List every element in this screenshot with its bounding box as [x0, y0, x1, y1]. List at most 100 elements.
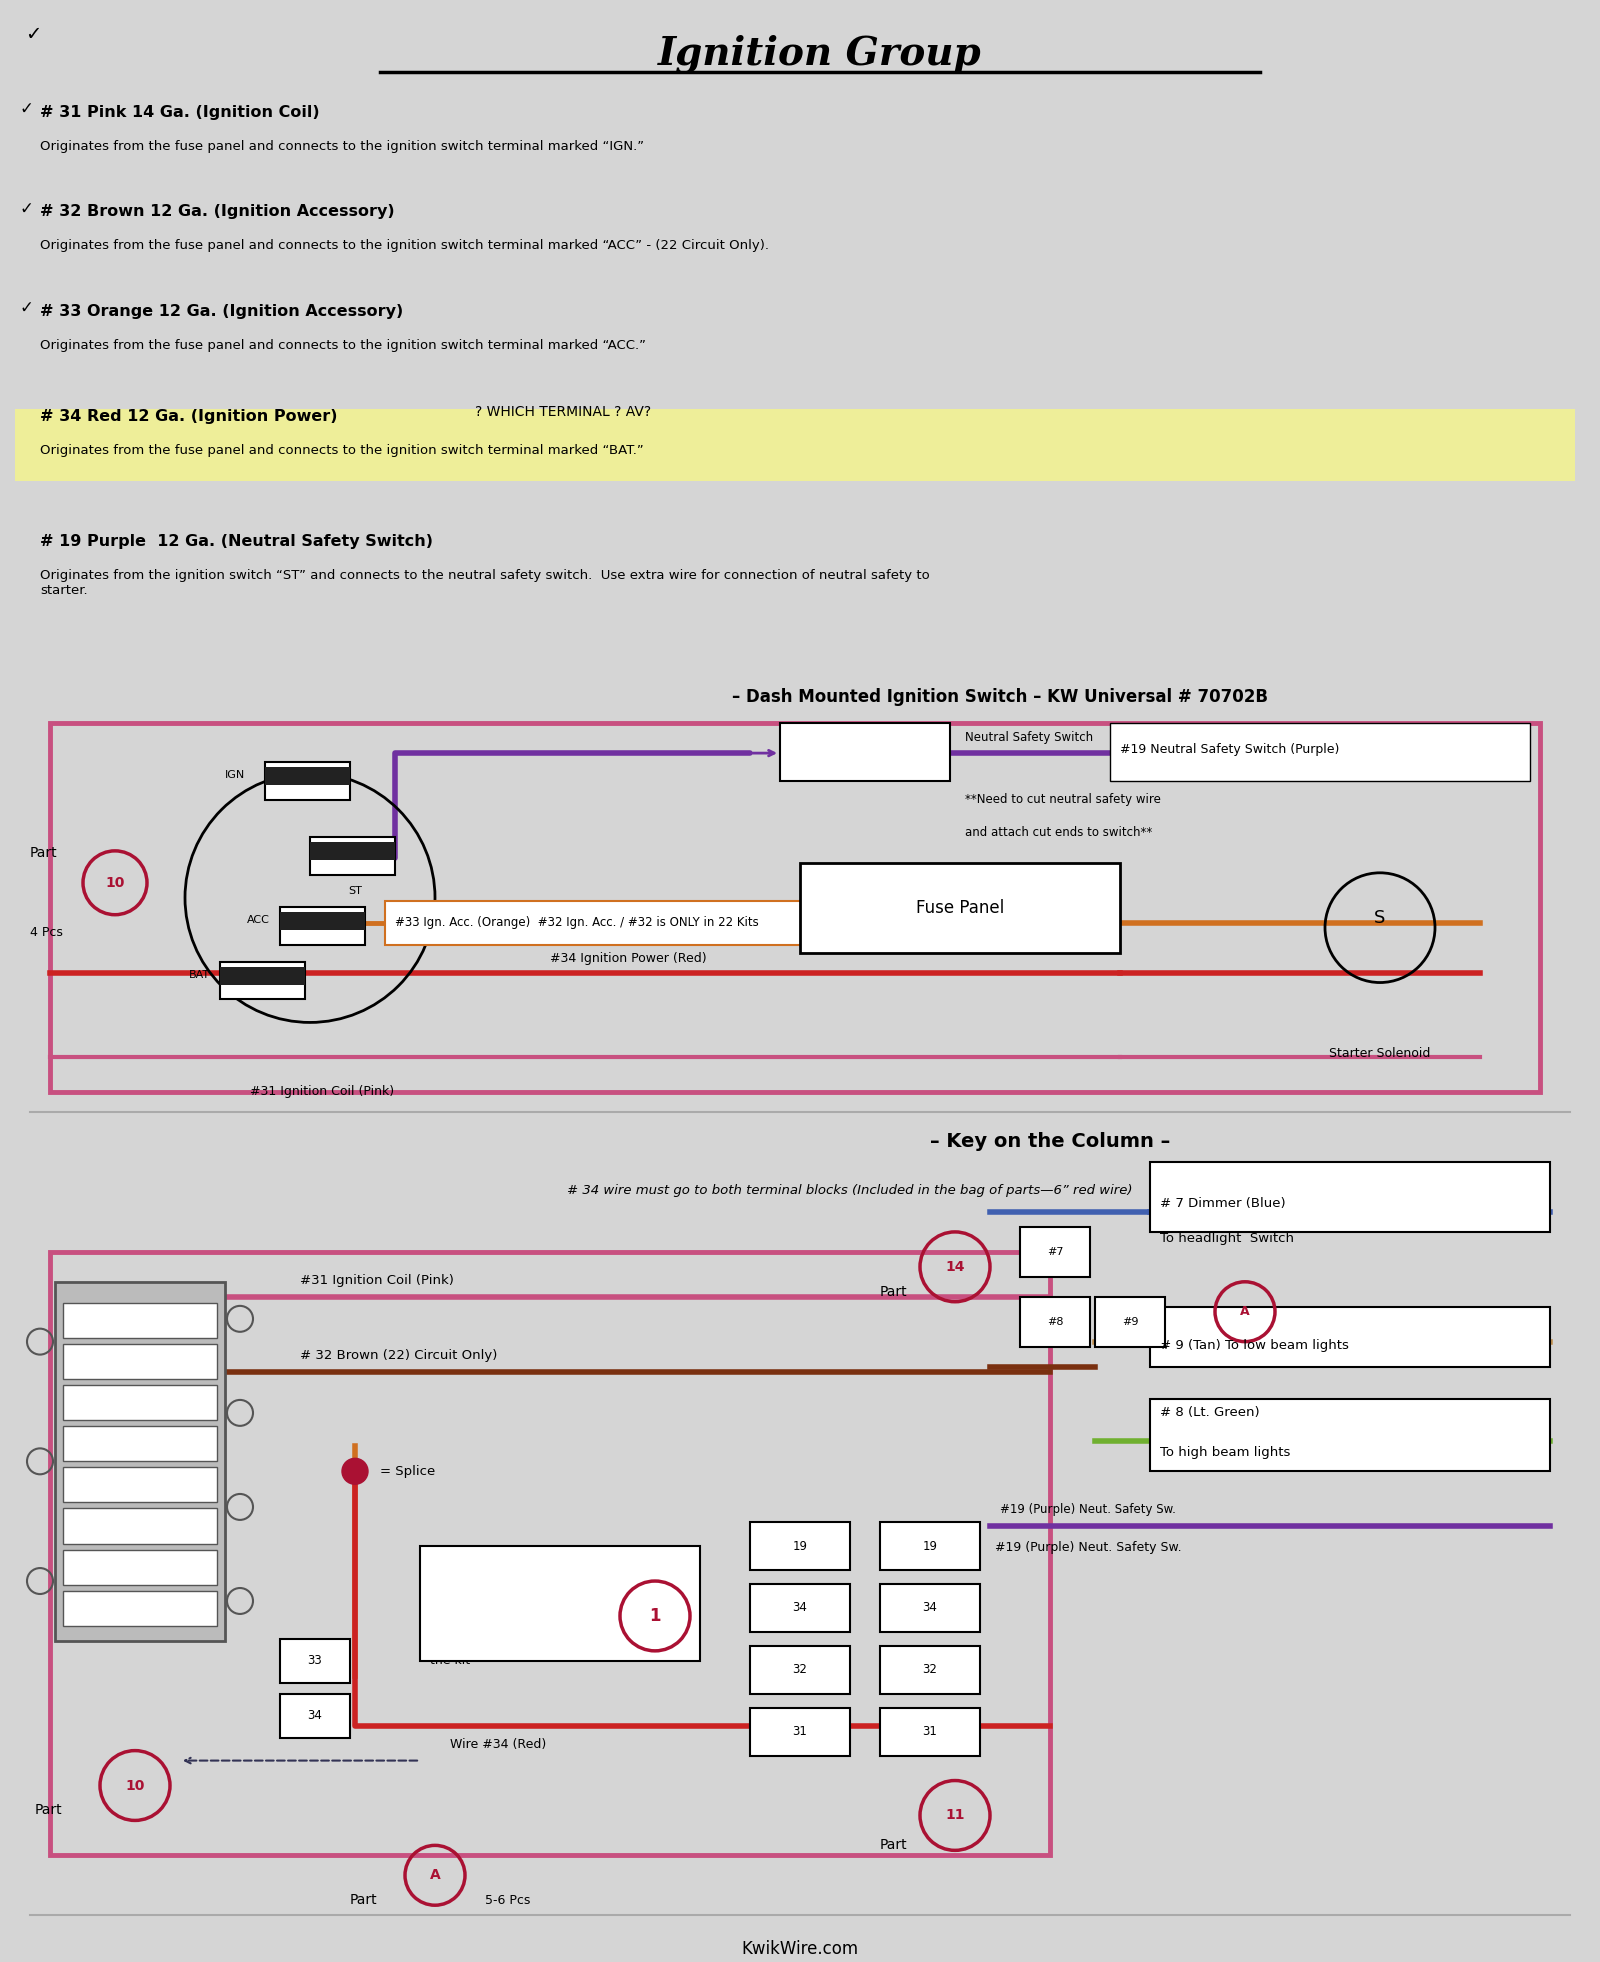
Text: Starter Solenoid: Starter Solenoid	[1330, 1048, 1430, 1059]
Text: #19 (Purple) Neut. Safety Sw.: #19 (Purple) Neut. Safety Sw.	[1000, 1503, 1176, 1517]
Text: #31 Ignition Coil (Pink): #31 Ignition Coil (Pink)	[301, 1273, 454, 1287]
Text: 11: 11	[946, 1809, 965, 1823]
Text: 6" lead wire #34: 6" lead wire #34	[430, 1552, 536, 1564]
Text: 5-6 Pcs: 5-6 Pcs	[1290, 1330, 1336, 1344]
Text: 32: 32	[923, 1664, 938, 1676]
Text: #19 (Purple) Neut. Safety Sw.: #19 (Purple) Neut. Safety Sw.	[995, 1540, 1182, 1554]
Text: # 7 Dimmer (Blue): # 7 Dimmer (Blue)	[1160, 1197, 1286, 1211]
Text: 34: 34	[307, 1709, 323, 1723]
Text: ed in: ed in	[430, 1621, 461, 1634]
FancyBboxPatch shape	[310, 842, 395, 859]
FancyBboxPatch shape	[750, 1707, 850, 1756]
FancyBboxPatch shape	[266, 767, 350, 785]
Text: #8: #8	[1046, 1317, 1064, 1326]
FancyBboxPatch shape	[1150, 1307, 1550, 1368]
FancyBboxPatch shape	[1094, 1297, 1165, 1346]
FancyBboxPatch shape	[62, 1385, 218, 1420]
FancyBboxPatch shape	[386, 901, 1115, 944]
FancyBboxPatch shape	[750, 1646, 850, 1693]
Text: 14: 14	[946, 1260, 965, 1273]
Text: #31 Ignition Coil (Pink): #31 Ignition Coil (Pink)	[250, 1085, 394, 1099]
FancyBboxPatch shape	[280, 912, 365, 930]
Text: S: S	[1374, 908, 1386, 926]
Text: 34: 34	[792, 1601, 808, 1615]
Text: – Dash Mounted Ignition Switch – KW Universal # 70702B: – Dash Mounted Ignition Switch – KW Univ…	[733, 689, 1267, 706]
FancyBboxPatch shape	[1150, 1162, 1550, 1232]
FancyBboxPatch shape	[14, 408, 1574, 481]
Text: #34 Ignition Power (Red): #34 Ignition Power (Red)	[550, 952, 707, 965]
FancyBboxPatch shape	[419, 1546, 701, 1662]
Text: 4 Pcs: 4 Pcs	[30, 926, 62, 940]
Text: #9: #9	[1122, 1317, 1138, 1326]
Text: Part: Part	[586, 1634, 613, 1648]
FancyBboxPatch shape	[1021, 1297, 1090, 1346]
Text: (Red) is provid-: (Red) is provid-	[430, 1585, 525, 1599]
FancyBboxPatch shape	[800, 863, 1120, 954]
FancyBboxPatch shape	[280, 1638, 350, 1683]
Text: # 8 (Lt. Green): # 8 (Lt. Green)	[1160, 1407, 1259, 1419]
Text: 19: 19	[792, 1540, 808, 1552]
FancyBboxPatch shape	[62, 1344, 218, 1379]
Text: ✓: ✓	[26, 26, 42, 43]
Text: 32: 32	[792, 1664, 808, 1676]
Text: # 19 Purple  12 Ga. (Neutral Safety Switch): # 19 Purple 12 Ga. (Neutral Safety Switc…	[40, 534, 434, 549]
Circle shape	[342, 1458, 368, 1485]
Text: ✓: ✓	[19, 300, 34, 318]
Text: Part: Part	[30, 846, 58, 859]
FancyBboxPatch shape	[750, 1583, 850, 1632]
FancyBboxPatch shape	[62, 1509, 218, 1544]
Text: the kit: the kit	[430, 1654, 470, 1668]
Text: BAT: BAT	[189, 969, 210, 979]
Text: Originates from the fuse panel and connects to the ignition switch terminal mark: Originates from the fuse panel and conne…	[40, 239, 770, 253]
Text: 31: 31	[923, 1725, 938, 1738]
Text: # 34 wire must go to both terminal blocks (Included in the bag of parts—6” red w: # 34 wire must go to both terminal block…	[568, 1183, 1133, 1197]
FancyBboxPatch shape	[62, 1550, 218, 1585]
FancyBboxPatch shape	[280, 1693, 350, 1738]
Text: KwikWire.com: KwikWire.com	[741, 1940, 859, 1958]
Text: Part: Part	[350, 1893, 378, 1907]
FancyBboxPatch shape	[54, 1281, 226, 1640]
FancyBboxPatch shape	[880, 1707, 979, 1756]
Text: Part: Part	[880, 1838, 907, 1852]
Text: Fuse Panel: Fuse Panel	[915, 899, 1005, 916]
Text: Originates from the ignition switch “ST” and connects to the neutral safety swit: Originates from the ignition switch “ST”…	[40, 569, 930, 596]
Text: = Splice: = Splice	[381, 1466, 435, 1477]
Text: # 31 Pink 14 Ga. (Ignition Coil): # 31 Pink 14 Ga. (Ignition Coil)	[40, 104, 320, 120]
Text: 19: 19	[923, 1540, 938, 1552]
Text: ST: ST	[349, 885, 362, 897]
Text: ACC: ACC	[246, 914, 270, 924]
Text: To headlight  Switch: To headlight Switch	[1160, 1232, 1294, 1246]
Text: #19 Neutral Safety Switch (Purple): #19 Neutral Safety Switch (Purple)	[1120, 744, 1339, 755]
FancyBboxPatch shape	[880, 1646, 979, 1693]
FancyBboxPatch shape	[62, 1468, 218, 1503]
Text: 34: 34	[923, 1601, 938, 1615]
Text: Originates from the fuse panel and connects to the ignition switch terminal mark: Originates from the fuse panel and conne…	[40, 443, 643, 457]
Text: ? WHICH TERMINAL ? AV?: ? WHICH TERMINAL ? AV?	[475, 404, 651, 420]
FancyBboxPatch shape	[221, 967, 306, 985]
Text: 1: 1	[650, 1607, 661, 1625]
FancyBboxPatch shape	[280, 906, 365, 944]
Text: A: A	[430, 1868, 440, 1882]
FancyBboxPatch shape	[880, 1523, 979, 1570]
Text: 10: 10	[125, 1778, 144, 1793]
Text: # 33 Orange 12 Ga. (Ignition Accessory): # 33 Orange 12 Ga. (Ignition Accessory)	[40, 304, 403, 320]
Text: 31: 31	[792, 1725, 808, 1738]
FancyBboxPatch shape	[1021, 1226, 1090, 1277]
FancyBboxPatch shape	[14, 443, 1574, 481]
FancyBboxPatch shape	[62, 1591, 218, 1626]
Text: IGN: IGN	[224, 769, 245, 781]
Text: # 9 (Tan) To low beam lights: # 9 (Tan) To low beam lights	[1160, 1338, 1349, 1352]
Text: Neutral Safety Switch: Neutral Safety Switch	[965, 732, 1093, 744]
Text: # 32 Brown (22) Circuit Only): # 32 Brown (22) Circuit Only)	[301, 1348, 498, 1362]
FancyBboxPatch shape	[781, 724, 950, 781]
FancyBboxPatch shape	[62, 1303, 218, 1338]
Text: # 34 Red 12 Ga. (Ignition Power): # 34 Red 12 Ga. (Ignition Power)	[40, 408, 338, 424]
FancyBboxPatch shape	[62, 1426, 218, 1462]
FancyBboxPatch shape	[1150, 1399, 1550, 1472]
Text: To high beam lights: To high beam lights	[1160, 1446, 1290, 1460]
Text: and attach cut ends to switch**: and attach cut ends to switch**	[965, 826, 1152, 840]
Text: 10: 10	[106, 875, 125, 891]
Text: 33: 33	[307, 1654, 322, 1668]
Text: # 32 Brown 12 Ga. (Ignition Accessory): # 32 Brown 12 Ga. (Ignition Accessory)	[40, 204, 395, 220]
FancyBboxPatch shape	[221, 961, 306, 999]
